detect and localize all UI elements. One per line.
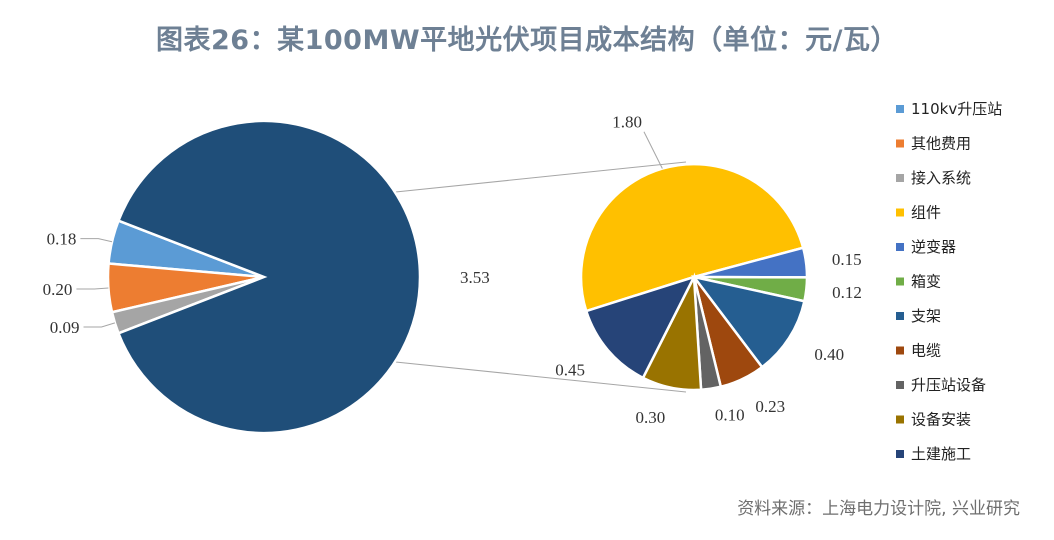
secondary-pie-label-支架: 0.40 [814,345,844,364]
legend-label-逆变器: 逆变器 [911,238,956,256]
legend-swatch-逆变器 [896,243,904,251]
secondary-pie-slice-组件 [579,162,805,313]
value-labels: 0.18 0.20 0.09 3.53 1.80 0.15 0.12 0.40 0.23 0.10… [43,113,862,427]
secondary-pie-label-设备安装: 0.30 [635,408,665,427]
secondary-pie-label-逆变器: 0.15 [832,250,862,269]
secondary-pie-label-电缆: 0.23 [755,397,785,416]
legend-label-电缆: 电缆 [911,342,941,360]
legend-swatch-升压站设备 [896,381,904,389]
legend-label-土建施工: 土建施工 [911,445,971,463]
main-pie-label-110kv升压站: 0.18 [47,230,77,249]
secondary-pie-label-组件: 1.80 [612,113,642,132]
legend-label-110kv升压站: 110kv升压站 [911,100,1002,118]
legend-label-升压站设备: 升压站设备 [911,376,986,394]
leader-line-组件 [643,131,663,169]
legend-swatch-土建施工 [896,450,904,458]
legend-label-支架: 支架 [911,307,941,325]
legend-swatch-110kv升压站 [896,105,904,113]
legend-label-组件: 组件 [911,204,941,222]
chart-title: 图表26：某100MW平地光伏项目成本结构（单位：元/瓦） [156,25,898,56]
legend-label-其他费用: 其他费用 [911,135,971,153]
main-pie-label-接入系统: 0.09 [50,318,80,337]
main-pie-slice-other-group [116,119,422,435]
legend-swatch-其他费用 [896,139,904,148]
legend-swatch-箱变 [896,277,904,286]
secondary-pie-label-升压站设备: 0.10 [715,405,745,424]
secondary-pie-slice-支架 [690,275,806,369]
leader-line-接入系统 [83,322,116,328]
secondary-pie-slice-土建施工 [584,274,697,380]
leader-lines [76,131,663,328]
legend-label-箱变: 箱变 [911,273,941,291]
main-pie-label-other-group: 3.53 [460,268,490,287]
legend-swatch-电缆 [896,346,904,355]
legend-swatch-设备安装 [896,415,904,424]
secondary-pie-label-箱变: 0.12 [832,283,862,302]
main-pie [106,119,422,435]
legend-label-接入系统: 接入系统 [911,169,971,187]
leader-line-其他费用 [76,287,109,290]
secondary-pie-label-土建施工: 0.45 [555,361,585,380]
legend-swatch-组件 [896,208,904,217]
leader-line-110kv升压站 [80,238,113,243]
legend-label-设备安装: 设备安装 [911,411,971,429]
legend-swatch-支架 [896,312,904,320]
main-pie-label-其他费用: 0.20 [43,280,73,299]
source-note: 资料来源：上海电力设计院, 兴业研究 [737,499,1020,519]
secondary-pie [579,162,809,392]
legend-swatch-接入系统 [896,174,904,182]
